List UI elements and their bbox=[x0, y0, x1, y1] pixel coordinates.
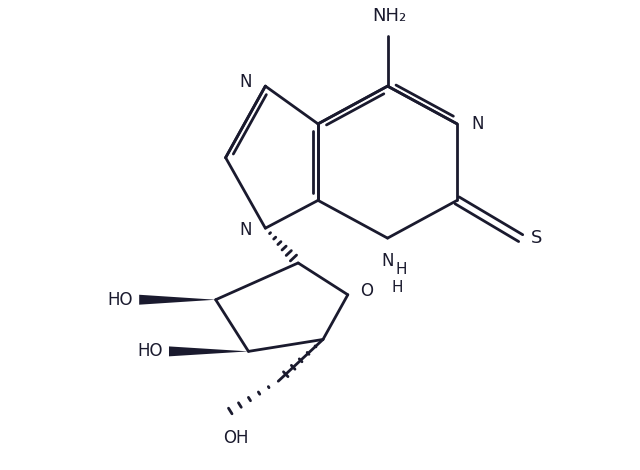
Text: N: N bbox=[381, 252, 394, 270]
Text: H: H bbox=[392, 280, 403, 295]
Text: OH: OH bbox=[223, 429, 248, 447]
Text: H: H bbox=[396, 262, 407, 277]
Text: NH₂: NH₂ bbox=[372, 7, 406, 24]
Text: HO: HO bbox=[138, 342, 163, 360]
Polygon shape bbox=[169, 346, 248, 356]
Text: O: O bbox=[360, 282, 372, 300]
Polygon shape bbox=[139, 295, 216, 305]
Text: N: N bbox=[239, 221, 252, 239]
Text: S: S bbox=[531, 229, 542, 247]
Text: N: N bbox=[471, 115, 483, 133]
Text: HO: HO bbox=[108, 291, 133, 309]
Text: N: N bbox=[239, 73, 252, 91]
